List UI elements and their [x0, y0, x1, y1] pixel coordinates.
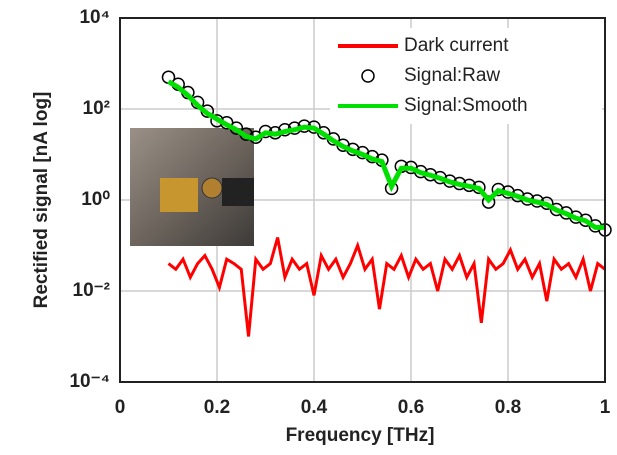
data-point	[481, 195, 496, 209]
legend-label: Signal:Smooth	[404, 95, 528, 116]
y-axis-label: Rectified signal [nA log]	[31, 92, 52, 309]
legend-swatch	[361, 69, 375, 83]
inset-knob	[201, 177, 223, 199]
y-tick-label: 10²	[83, 98, 110, 119]
x-tick-label: 0	[115, 397, 126, 418]
x-tick-label: 0.4	[301, 397, 328, 418]
x-tick-label: 0.8	[495, 397, 521, 418]
y-tick-label: 10⁻⁴	[69, 371, 110, 392]
inset-device	[160, 178, 198, 212]
x-tick-label: 0.2	[204, 397, 230, 418]
legend-label: Signal:Raw	[404, 65, 500, 86]
series-line	[167, 237, 606, 337]
x-tick-label: 1	[600, 397, 611, 418]
x-axis-label: Frequency [THz]	[286, 425, 435, 446]
series-line	[167, 79, 605, 230]
data-point	[491, 182, 506, 197]
legend-label: Dark current	[404, 35, 509, 56]
y-tick-label: 10⁻²	[73, 280, 111, 301]
axes-frame	[119, 17, 606, 383]
y-tick-label: 10⁰	[81, 189, 110, 210]
inset-tube	[222, 178, 254, 206]
y-tick-label: 10⁴	[79, 7, 110, 28]
x-tick-label: 0.6	[398, 397, 424, 418]
